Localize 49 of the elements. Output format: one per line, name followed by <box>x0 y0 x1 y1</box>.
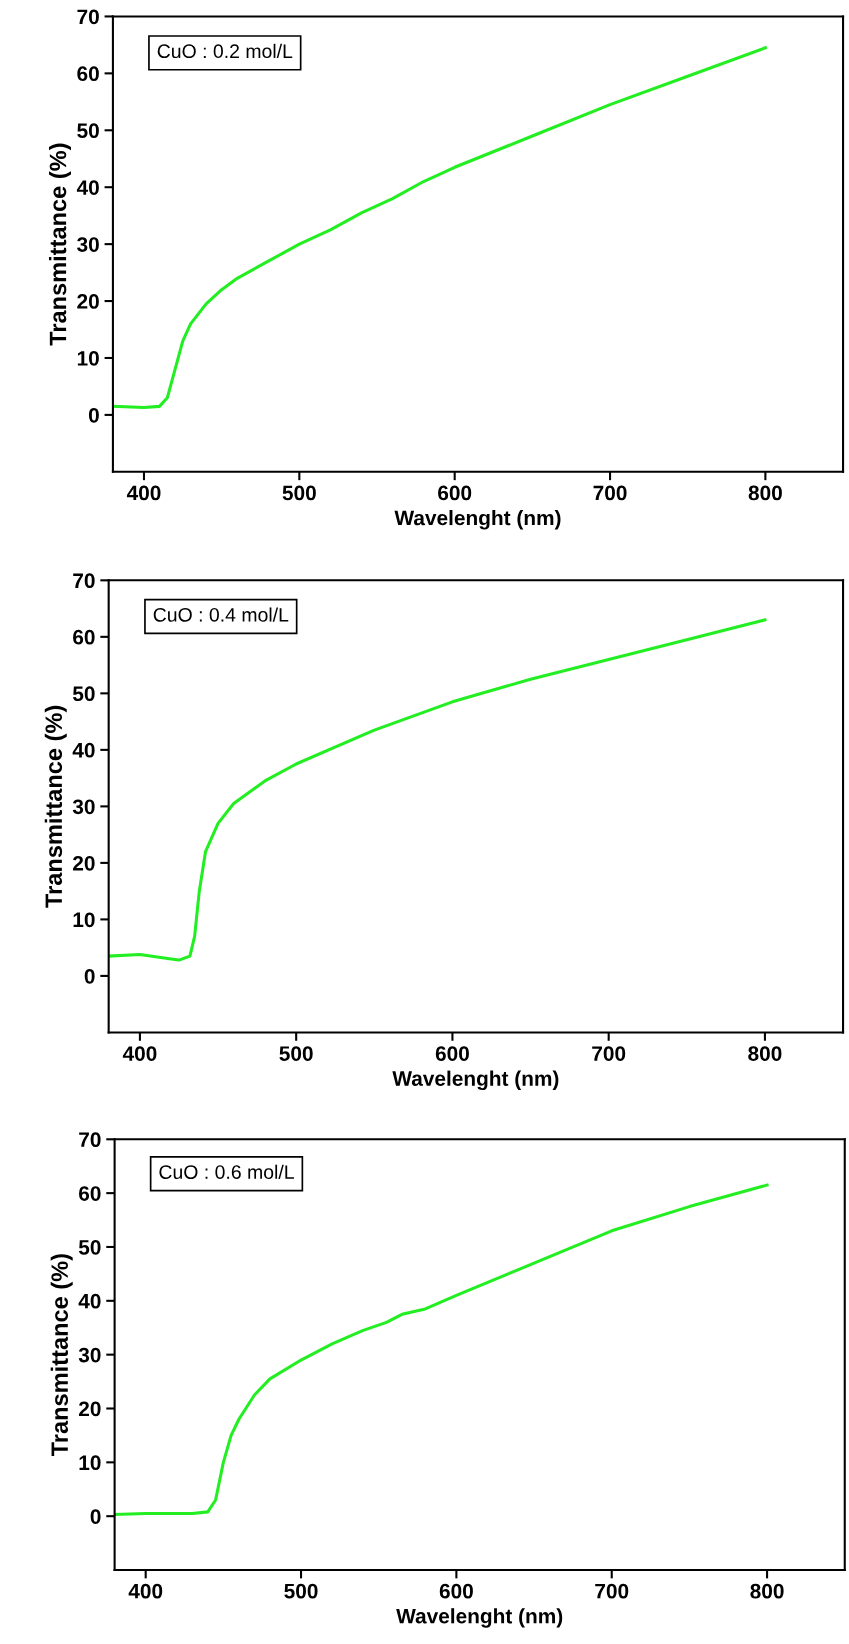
y-tick-label: 70 <box>73 573 95 589</box>
annotation: CuO : 0.4 mol/L <box>153 607 289 622</box>
x-tick-label: 800 <box>750 1583 784 1599</box>
x-axis-title: Wavelenght (nm) <box>392 1070 559 1091</box>
x-tick-label: 800 <box>748 485 782 501</box>
x-tick-label: 400 <box>128 1583 163 1599</box>
y-tick-label: 50 <box>77 123 99 139</box>
y-tick-label: 70 <box>77 9 99 25</box>
annotation: CuO : 0.6 mol/L <box>159 1164 294 1179</box>
y-tick-label: 40 <box>72 742 95 758</box>
y-tick-label: 0 <box>90 1509 101 1524</box>
line-series <box>114 1183 769 1517</box>
y-tick-label: 10 <box>73 912 95 928</box>
y-tick-label: 60 <box>79 1186 101 1201</box>
y-tick-label: 30 <box>77 237 99 252</box>
y-axis-title: Transmittance (%) <box>44 705 67 908</box>
y-tick-label: 20 <box>77 294 99 309</box>
x-tick-label: 600 <box>439 1583 473 1599</box>
y-axis-title: Transmittance (%) <box>50 1254 73 1457</box>
x-tick-label: 700 <box>592 1046 626 1061</box>
x-tick-label: 400 <box>126 485 161 501</box>
y-tick-label: 50 <box>72 686 95 702</box>
x-axis-title: Wavelenght (nm) <box>394 510 561 530</box>
x-axis-title: Wavelenght (nm) <box>396 1608 563 1628</box>
y-tick-label: 60 <box>77 66 99 82</box>
y-tick-label: 20 <box>73 855 95 871</box>
annotation: CuO : 0.2 mol/L <box>157 43 293 59</box>
x-tick-label: 600 <box>435 1046 469 1061</box>
y-tick-label: 30 <box>72 799 95 815</box>
y-tick-label: 0 <box>88 407 99 423</box>
y-tick-label: 70 <box>79 1132 101 1148</box>
y-tick-label: 40 <box>76 180 99 195</box>
x-tick-label: 700 <box>593 485 627 501</box>
y-tick-label: 40 <box>78 1293 101 1309</box>
y-tick-label: 10 <box>79 1455 101 1471</box>
x-tick-label: 500 <box>279 1046 313 1061</box>
y-tick-label: 60 <box>73 629 95 645</box>
x-tick-label: 500 <box>284 1583 318 1599</box>
y-tick-label: 30 <box>78 1347 101 1363</box>
x-tick-label: 700 <box>595 1583 629 1599</box>
y-tick-label: 20 <box>78 1401 101 1417</box>
x-tick-label: 500 <box>282 485 316 501</box>
x-tick-label: 800 <box>748 1046 782 1061</box>
x-tick-label: 600 <box>438 485 472 501</box>
x-tick-label: 400 <box>122 1046 157 1061</box>
y-tick-label: 0 <box>84 968 95 984</box>
y-tick-label: 10 <box>77 350 99 366</box>
y-tick-label: 50 <box>78 1239 101 1255</box>
y-axis-title: Transmittance (%) <box>48 143 71 346</box>
